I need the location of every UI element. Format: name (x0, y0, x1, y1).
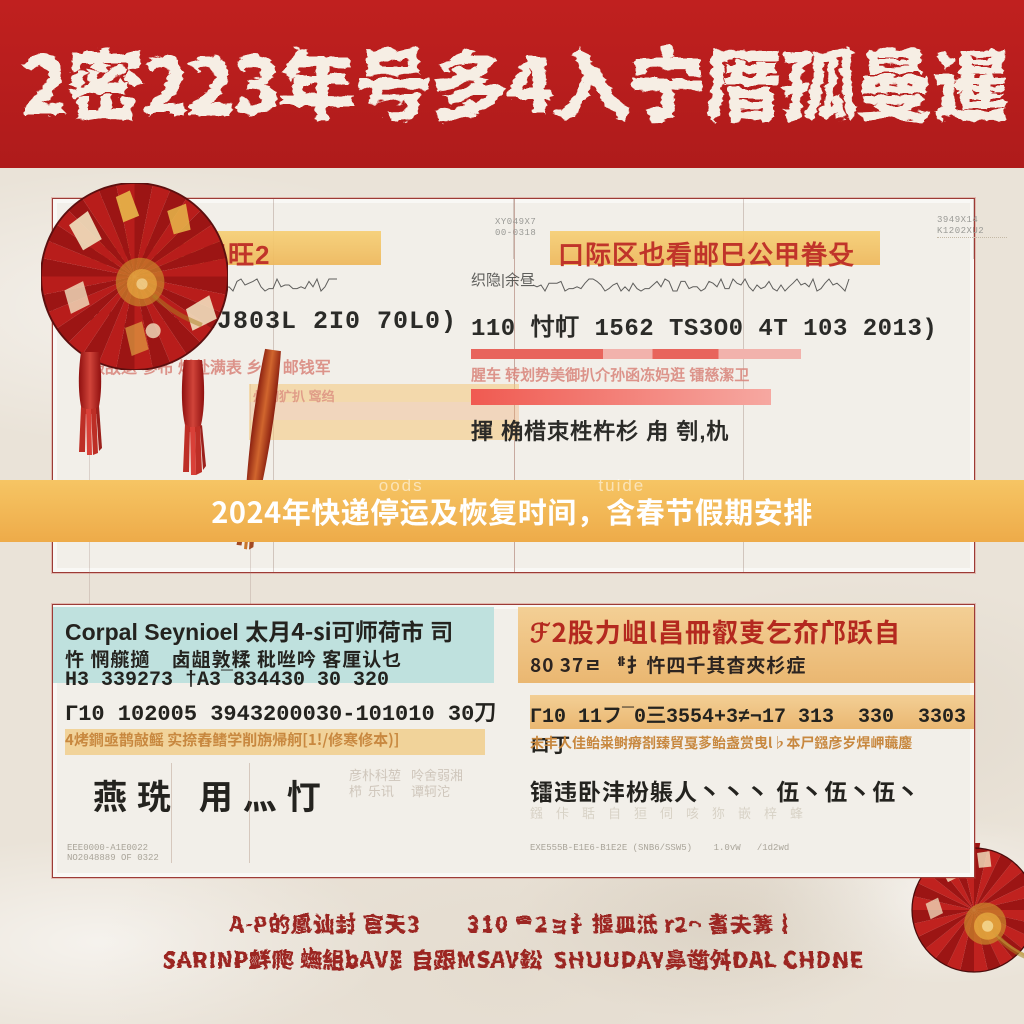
svg-text:2密223年号多4入宁厝孤曼暹: 2密223年号多4入宁厝孤曼暹 (18, 28, 1007, 135)
